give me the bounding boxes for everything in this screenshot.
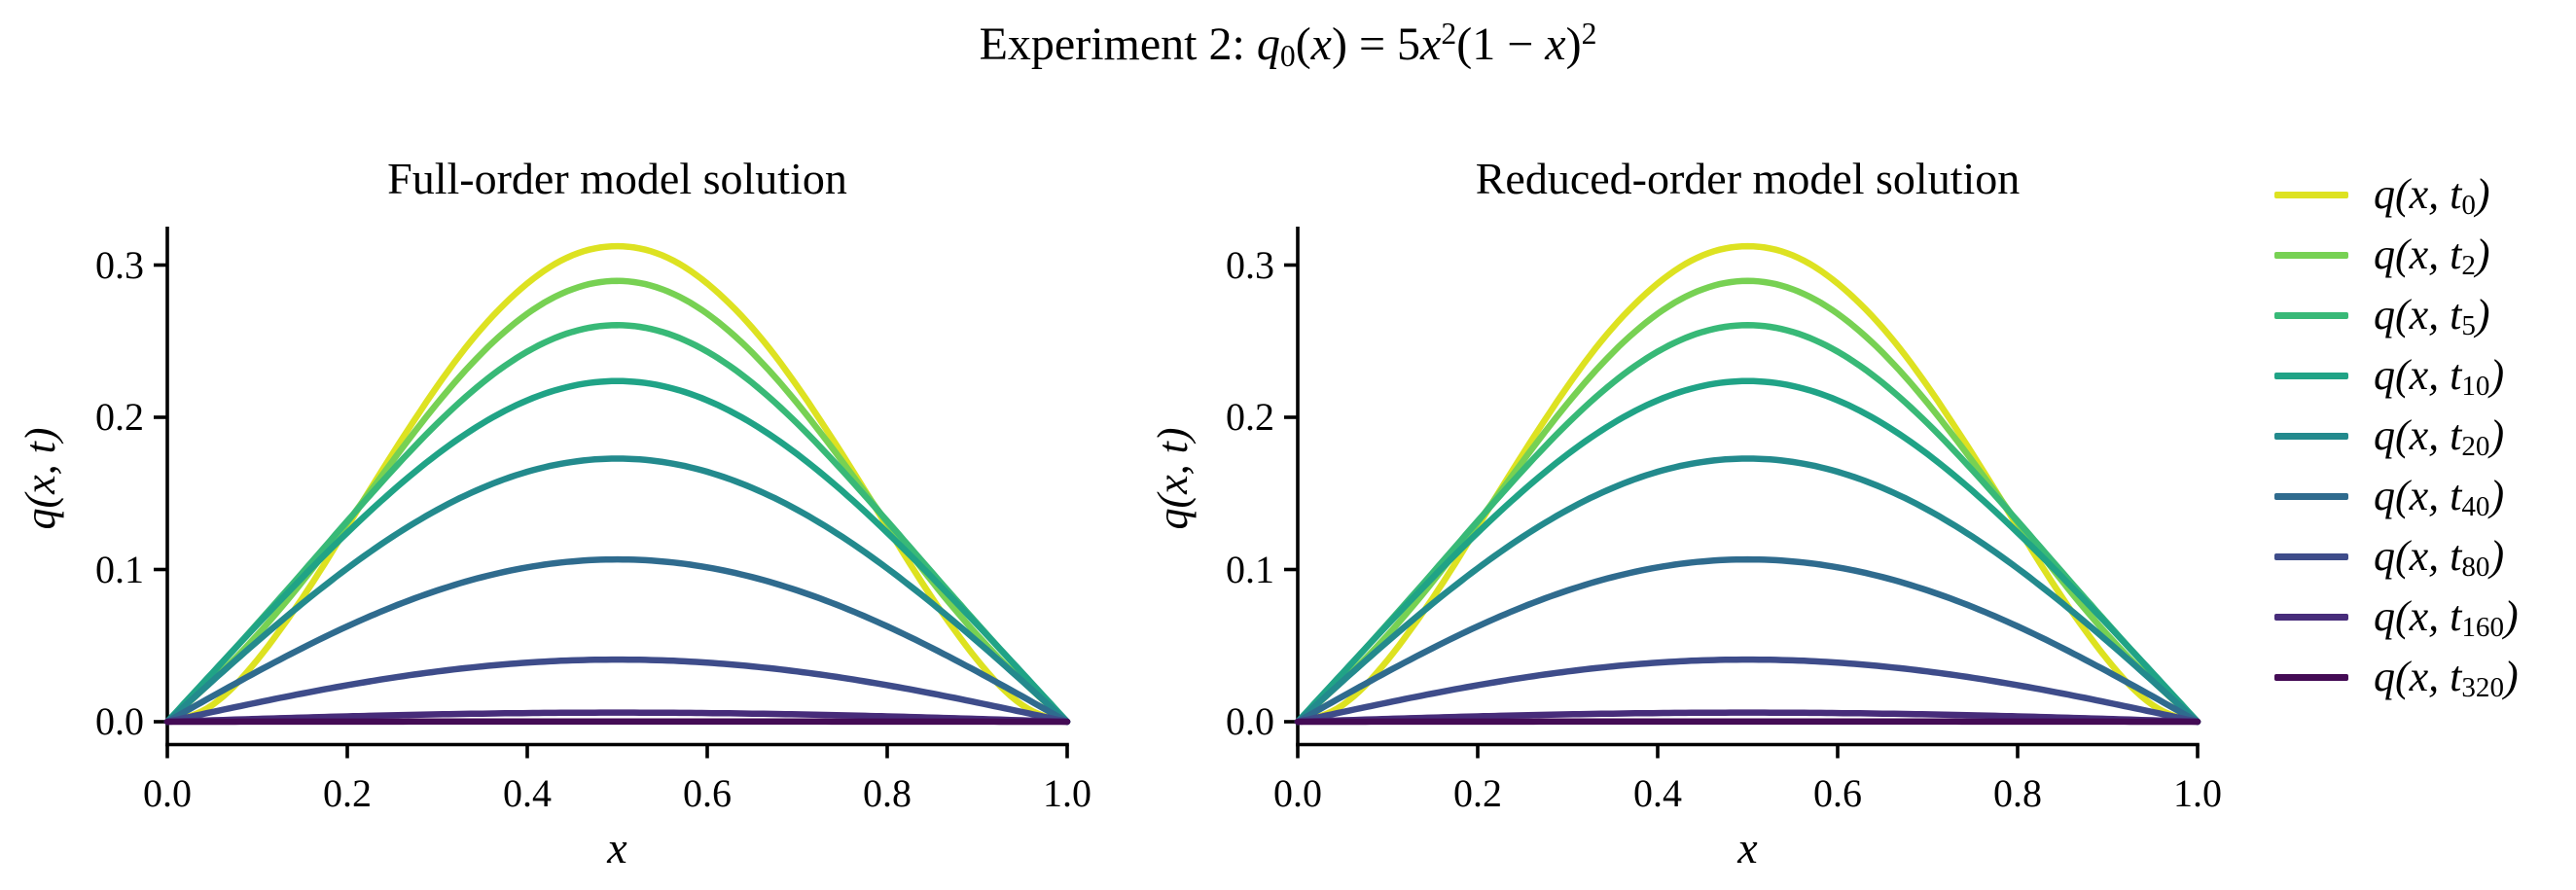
text-segment: ( — [1295, 18, 1311, 70]
x-tick-label: 0.2 — [323, 771, 372, 815]
solution-curve-t20 — [163, 455, 1071, 726]
figure-title: Experiment 2: q0(x) = 5x2(1 − x)2 — [0, 18, 2576, 72]
solution-curve-t160 — [163, 709, 1071, 726]
solution-curve-t80 — [1294, 656, 2201, 726]
text-segment: x — [1420, 18, 1442, 70]
x-axis-label-left: x — [167, 823, 1067, 873]
text-segment: q(x, t) — [17, 427, 64, 530]
y-tick-label: 0.0 — [1226, 699, 1274, 743]
text-segment: ) — [1565, 18, 1582, 70]
x-tick-label: 0.8 — [863, 771, 912, 815]
subplot-title-full-order: Full-order model solution — [387, 154, 847, 203]
text-segment: x — [1545, 18, 1566, 70]
solution-curve-t5 — [1294, 322, 2201, 726]
x-axis-label-right: x — [1298, 823, 2198, 873]
x-tick-label: 0.4 — [1633, 771, 1682, 815]
text-segment: x — [1737, 823, 1758, 872]
x-tick-label: 1.0 — [1043, 771, 1091, 815]
text-segment: ) = 5 — [1331, 18, 1421, 70]
text-segment: q(x, t) — [1149, 427, 1197, 530]
solution-curve-t0 — [1294, 242, 2201, 726]
x-tick-label: 0.4 — [503, 771, 552, 815]
solution-curve-t80 — [163, 656, 1071, 726]
solution-curve-t160 — [1294, 709, 2201, 726]
text-segment: (1 − — [1456, 18, 1546, 70]
y-tick-label: 0.2 — [95, 395, 144, 439]
y-tick-label: 0.1 — [1226, 547, 1274, 591]
text-segment: 2 — [1581, 17, 1597, 52]
x-tick-label: 0.6 — [683, 771, 732, 815]
text-segment: q — [1256, 18, 1280, 70]
y-tick-label: 0.3 — [1226, 242, 1274, 287]
x-tick-label: 0.8 — [1993, 771, 2042, 815]
y-tick-label: 0.2 — [1226, 395, 1274, 439]
x-tick-label: 1.0 — [2173, 771, 2222, 815]
y-tick-label: 0.3 — [95, 242, 144, 287]
solution-curve-t40 — [163, 555, 1071, 726]
x-tick-label: 0.6 — [1813, 771, 1862, 815]
solution-curve-t10 — [1294, 377, 2201, 726]
solution-curve-t5 — [163, 322, 1071, 726]
text-segment: x — [1310, 18, 1332, 70]
text-segment: 0 — [1279, 38, 1296, 73]
x-tick-label: 0.0 — [1273, 771, 1322, 815]
y-tick-label: 0.1 — [95, 547, 144, 591]
y-tick-label: 0.0 — [95, 699, 144, 743]
solution-curve-t20 — [1294, 455, 2201, 726]
solution-curve-t0 — [163, 242, 1071, 726]
subplot-title-reduced-order: Reduced-order model solution — [1475, 154, 2021, 203]
solution-curve-t40 — [1294, 555, 2201, 726]
x-tick-label: 0.0 — [143, 771, 192, 815]
solution-curve-t2 — [1294, 277, 2201, 726]
solution-curve-t2 — [163, 277, 1071, 726]
text-segment: Experiment 2: — [979, 18, 1257, 70]
text-segment: x — [607, 823, 627, 872]
solution-curve-t10 — [163, 377, 1071, 726]
x-tick-label: 0.2 — [1453, 771, 1502, 815]
text-segment: 2 — [1441, 17, 1457, 52]
